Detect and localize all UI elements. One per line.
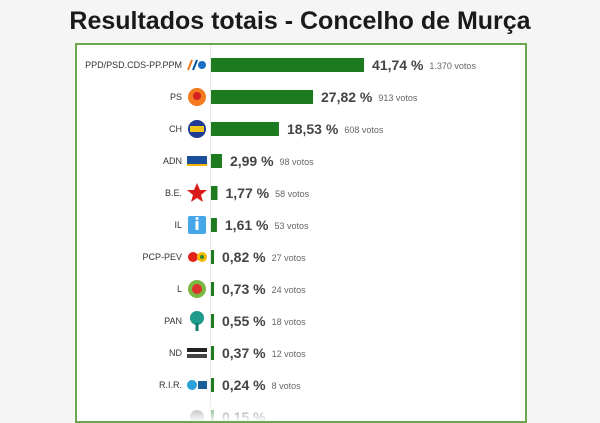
percent-label: 1,61 %: [225, 217, 269, 233]
percent-label: 0,37 %: [222, 345, 266, 361]
percent-label: 27,82 %: [321, 89, 373, 105]
result-bar: [211, 154, 222, 168]
party-label: CH: [169, 124, 182, 134]
chart-divider: [210, 45, 211, 421]
party-label: PCP-PEV: [142, 252, 182, 262]
ad-coalition-icon: [187, 59, 206, 71]
result-bar: [211, 218, 217, 232]
percent-label: 2,99 %: [230, 153, 274, 169]
votes-label: 98 votos: [280, 157, 315, 167]
result-bar: [211, 250, 215, 264]
party-label: B.E.: [165, 188, 182, 198]
rir-icon: [187, 380, 207, 390]
results-chart-panel: PPD/PSD.CDS-PP.PPM 41,74 % 1.370 votos PS 27…: [75, 43, 527, 423]
votes-label: 913 votos: [378, 93, 418, 103]
il-icon: [188, 216, 206, 234]
party-label: PPD/PSD.CDS-PP.PPM: [85, 60, 182, 70]
party-label: PAN: [164, 316, 182, 326]
votes-label: 27 votos: [272, 253, 307, 263]
page-title: Resultados totais - Concelho de Murça: [69, 7, 531, 35]
chega-icon: [188, 120, 206, 138]
votes-label: 53 votos: [274, 221, 309, 231]
percent-label: 0,55 %: [222, 313, 266, 329]
percent-label: 0,24 %: [222, 377, 266, 393]
votes-label: 8 votos: [272, 381, 302, 391]
party-label: L: [177, 284, 182, 294]
ps-rose-icon: [188, 88, 206, 106]
pan-tree-icon: [190, 311, 204, 331]
percent-label: 0,82 %: [222, 249, 266, 265]
votes-label: 58 votos: [275, 189, 310, 199]
result-bar: [211, 122, 279, 136]
scroll-fade: [77, 395, 525, 421]
votes-label: 608 votos: [344, 125, 384, 135]
result-bar: [211, 314, 214, 328]
result-bar: [211, 346, 214, 360]
percent-label: 41,74 %: [372, 57, 424, 73]
percent-label: 1,77 %: [225, 185, 269, 201]
percent-label: 18,53 %: [287, 121, 339, 137]
result-bar: [211, 378, 214, 392]
adn-icon: [187, 156, 207, 166]
be-star-icon: [187, 183, 207, 202]
livre-icon: [188, 280, 206, 298]
party-label: PS: [170, 92, 182, 102]
percent-label: 0,73 %: [222, 281, 266, 297]
party-label: R.I.R.: [159, 380, 182, 390]
results-bar-chart: PPD/PSD.CDS-PP.PPM 41,74 % 1.370 votos PS 27…: [85, 57, 476, 421]
votes-label: 1.370 votos: [429, 61, 476, 71]
party-label: ND: [169, 348, 182, 358]
result-bar: [211, 58, 365, 72]
result-bar: [211, 282, 214, 296]
cdu-icon: [188, 252, 207, 262]
result-bar: [211, 186, 218, 200]
votes-label: 24 votos: [272, 285, 307, 295]
party-label: ADN: [163, 156, 182, 166]
votes-label: 12 votos: [272, 349, 307, 359]
nd-icon: [187, 348, 207, 358]
result-bar: [211, 90, 314, 104]
votes-label: 18 votos: [272, 317, 307, 327]
party-label: IL: [174, 220, 182, 230]
